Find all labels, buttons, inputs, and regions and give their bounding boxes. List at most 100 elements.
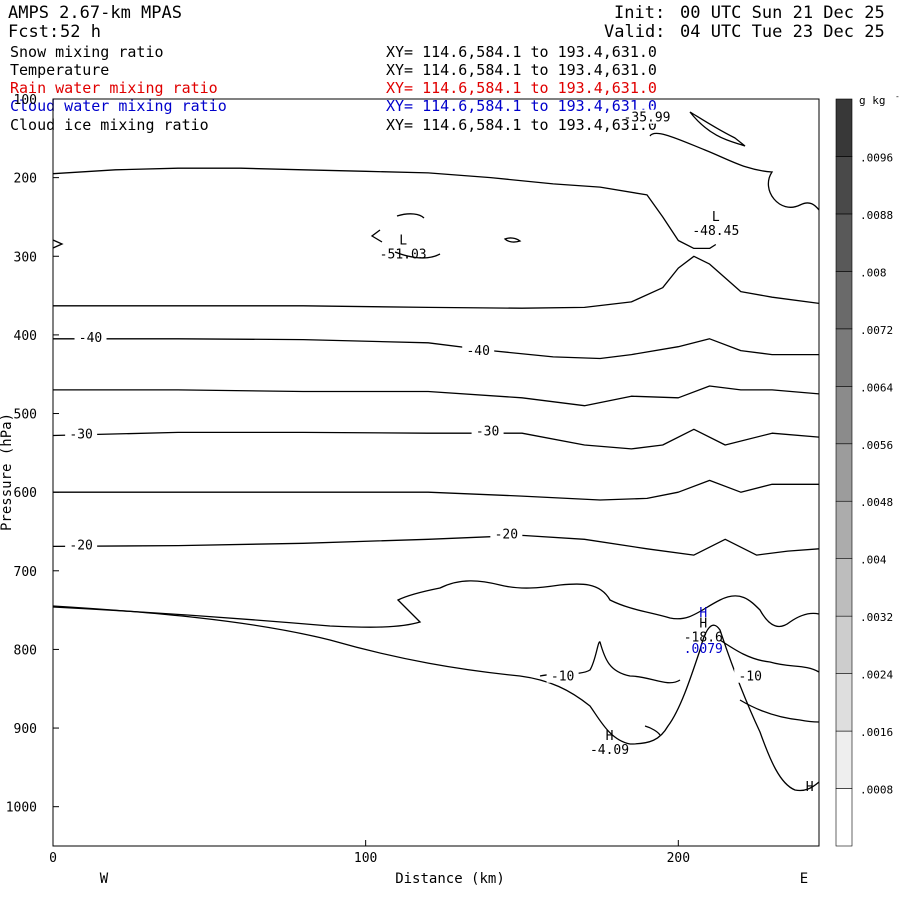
legend-xy-temperature: XY= 114.6,584.1 to 193.4,631.0 [386, 61, 657, 79]
left-edge-wiggle [52, 239, 64, 249]
colorbar-swatch [835, 271, 853, 330]
colorbar-swatch [835, 615, 853, 674]
init-time: 00 UTC Sun 21 Dec 25 [680, 3, 885, 23]
colorbar-label: .0096 [860, 151, 893, 164]
extremum-value: -18.6 [684, 630, 723, 645]
legend-xy-rain: XY= 114.6,584.1 to 193.4,631.0 [386, 79, 657, 97]
colorbar-label: .0064 [860, 381, 893, 394]
contour-label-bg [65, 426, 98, 441]
contour-label-bg [490, 526, 523, 541]
colorbar-swatch [835, 730, 853, 789]
legend-name-rain: Rain water mixing ratio [10, 79, 218, 97]
x-axis-label: Distance (km) [395, 871, 505, 887]
colorbar-swatch [835, 386, 853, 445]
contour-label-bg [462, 343, 495, 358]
colorbar-label: .0016 [860, 726, 893, 739]
low-cold-pocket [370, 213, 441, 259]
contour-label: -30 [69, 428, 92, 443]
contour-label: -10 [551, 670, 574, 685]
extremum-kind: H [699, 616, 707, 631]
contour-label: -20 [495, 527, 518, 542]
legend-name-temperature: Temperature [10, 61, 110, 79]
contour-label: -40 [79, 331, 102, 346]
forecast-hours: 52 h [60, 22, 101, 42]
legend-name-cloud-water: Cloud water mixing ratio [10, 97, 227, 115]
extremum-kind: L [712, 210, 720, 225]
y-tick-label: 200 [14, 172, 37, 187]
colorbar-swatch [835, 558, 853, 617]
x-tick-label: 100 [354, 851, 377, 866]
legend-xy-snow: XY= 114.6,584.1 to 193.4,631.0 [386, 43, 657, 61]
legend-name-cloud-ice: Cloud ice mixing ratio [10, 116, 209, 134]
contour-label: -30 [476, 424, 499, 439]
colorbar-unit: g kg [859, 94, 886, 107]
contour-label: -35.99 [624, 111, 671, 126]
tropopause-contour [649, 132, 820, 211]
forecast-label: Fcst: [8, 22, 60, 42]
x-axis: 0 100 200 [49, 840, 690, 866]
colorbar-label: .0008 [860, 784, 893, 797]
legend-name-snow: Snow mixing ratio [10, 43, 164, 61]
contour-label-bg [631, 109, 664, 124]
x-tick-label: 0 [49, 851, 57, 866]
isotherm-line [52, 534, 820, 556]
colorbar-swatch [835, 328, 853, 387]
extremum-value: -51.03 [380, 247, 427, 262]
colorbar-label: .0048 [860, 496, 893, 509]
contour-label-bg [471, 423, 504, 438]
east-label: E [800, 871, 808, 887]
colorbar-swatch [835, 500, 853, 559]
contour-label-bg [734, 668, 767, 683]
y-tick-label: 1000 [6, 801, 37, 816]
colorbar-swatch [835, 443, 853, 502]
colorbar-label: .0056 [860, 439, 893, 452]
colorbar-label: .0088 [860, 209, 893, 222]
isotherm-minus15 [52, 580, 820, 628]
extremum-value: .0079 [684, 642, 723, 657]
colorbar: .0008 .0016 .0024 .0032 .004 .0048 .0056 .0064.… [835, 92, 900, 847]
colorbar-swatch [835, 673, 853, 732]
y-tick-label: 500 [14, 408, 37, 423]
model-title: AMPS 2.67-km MPAS [8, 3, 182, 23]
isotherm-warm-bottom [644, 699, 820, 736]
plot-frame [52, 98, 820, 847]
extremum-kind: H [699, 606, 707, 621]
upper-cold-pocket [689, 111, 746, 147]
colorbar-label: .008 [860, 266, 887, 279]
isotherm-minus10-upper [539, 639, 820, 684]
isotherm-minus10 [52, 605, 820, 792]
contour-label-bg [65, 537, 98, 552]
y-tick-label: 600 [14, 486, 37, 501]
colorbar-label: .004 [860, 554, 887, 567]
y-tick-label: 800 [14, 643, 37, 658]
isotherm-line [53, 479, 819, 501]
contour-label: -20 [69, 538, 92, 553]
contour-labels: -40 -40 -30 -30 -20 -20 -10 -10 -35.99 [65, 109, 767, 685]
isotherm-line [53, 255, 820, 309]
contour-label-bg [546, 668, 579, 683]
y-tick-label: 100 [14, 93, 37, 108]
isotherm-line [52, 428, 820, 450]
y-axis: 100 200 300 400 500 600 700 800 900 1000 [6, 93, 59, 816]
y-axis-label: Pressure (hPa) [0, 413, 15, 531]
colorbar-swatch [835, 213, 853, 272]
extremum-value: -48.45 [692, 224, 739, 239]
extremum-kind: H [606, 729, 614, 744]
x-tick-label: 200 [667, 851, 690, 866]
extremum-value: -4.09 [590, 743, 629, 758]
contour-label: -10 [738, 670, 761, 685]
small-cold-cell [503, 237, 522, 243]
y-tick-label: 700 [14, 565, 37, 580]
colorbar-label: .0024 [860, 669, 893, 682]
y-tick-label: 300 [14, 250, 37, 265]
colorbar-swatch [835, 98, 853, 157]
y-tick-label: 400 [14, 329, 37, 344]
contour-label: -40 [466, 344, 489, 359]
isotherm-contours [52, 111, 820, 792]
colorbar-swatch [835, 788, 853, 847]
isotherm-line [53, 385, 820, 407]
colorbar-unit-exponent: -1 [895, 92, 900, 101]
colorbar-label: .0072 [860, 324, 893, 337]
